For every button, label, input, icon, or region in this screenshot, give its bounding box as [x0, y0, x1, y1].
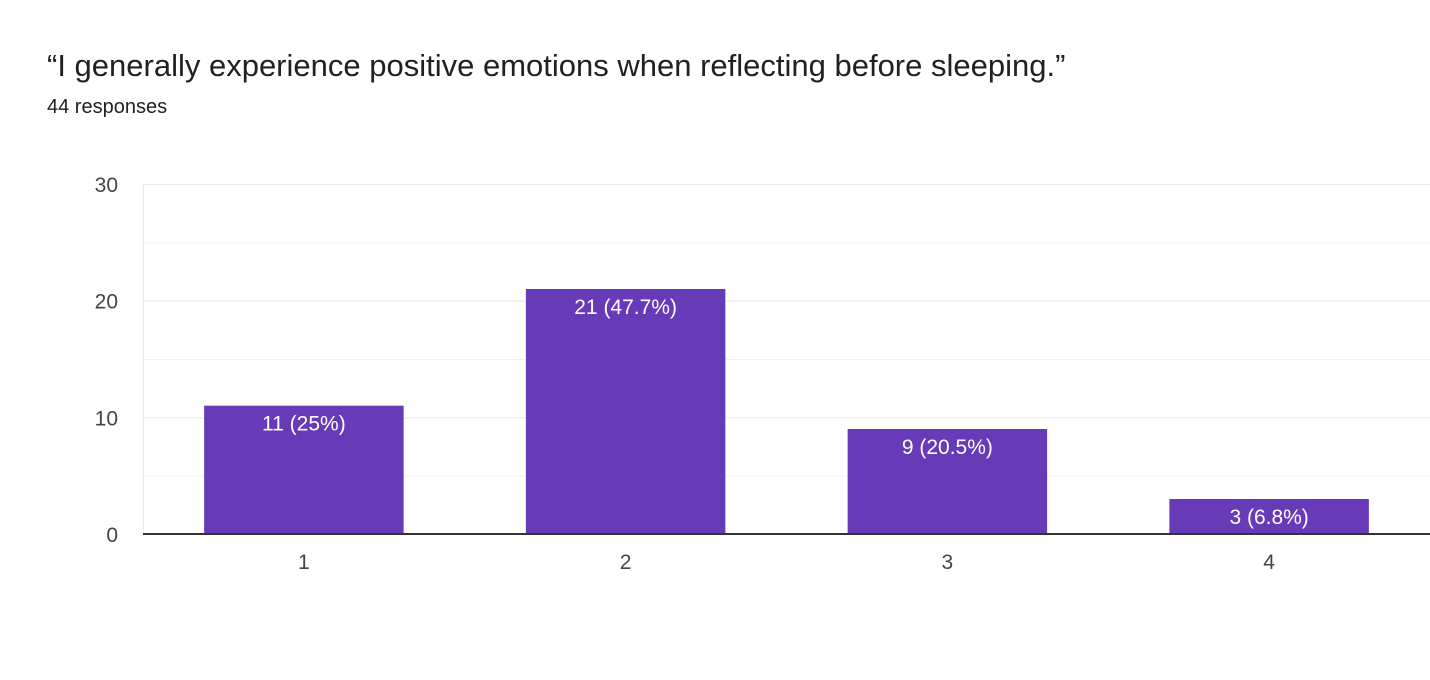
y-tick-label: 0	[106, 524, 118, 547]
bar-1[interactable]	[204, 405, 404, 534]
bar-data-label: 21 (47.7%)	[574, 296, 677, 319]
x-tick-label: 3	[942, 551, 954, 574]
response-count: 44 responses	[47, 96, 168, 118]
y-tick-label: 10	[95, 407, 118, 430]
y-tick-label: 20	[95, 291, 118, 314]
x-tick-label: 2	[620, 551, 632, 574]
x-tick-label: 1	[298, 551, 310, 574]
bar-2[interactable]	[525, 289, 726, 534]
bar-data-label: 9 (20.5%)	[902, 436, 993, 459]
bar-4[interactable]	[1169, 499, 1369, 534]
x-tick-label: 4	[1263, 551, 1275, 574]
bar-3[interactable]	[847, 429, 1048, 534]
question-title: “I generally experience positive emotion…	[47, 48, 1066, 83]
y-tick-label: 30	[95, 174, 118, 197]
bar-data-label: 3 (6.8%)	[1229, 506, 1308, 529]
bar-data-label: 11 (25%)	[262, 413, 346, 436]
